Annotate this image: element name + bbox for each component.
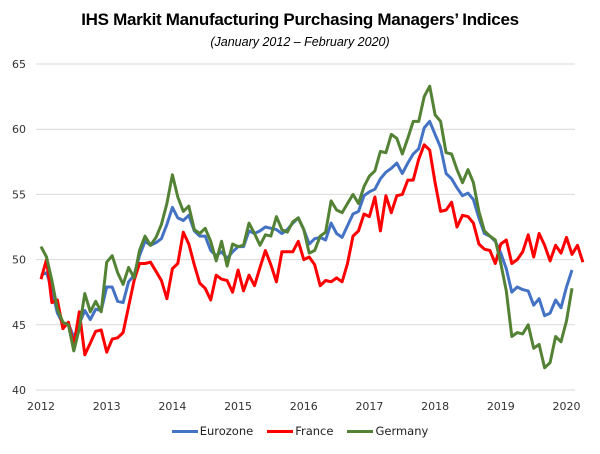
gridlines [36,63,575,391]
y-tick-label: 55 [12,188,26,201]
chart-title: IHS Markit Manufacturing Purchasing Mana… [81,10,519,29]
series-lines [39,84,585,370]
x-axis-ticks: 2012 2013 2014 2015 2016 2017 2018 2019 2020 [27,400,581,413]
legend-swatch-eurozone [171,429,198,433]
x-tick-label: 2015 [224,400,252,413]
legend-item-germany: Germany [347,424,428,438]
legend: Eurozone France Germany [0,424,600,438]
y-tick-label: 45 [12,319,26,332]
series-line-eurozone [40,119,574,340]
y-tick-label: 40 [12,384,26,397]
legend-swatch-france [267,429,294,433]
chart-subtitle: (January 2012 – February 2020) [210,35,390,49]
y-tick-label: 60 [12,123,26,136]
legend-label-france: France [295,424,334,438]
legend-label-germany: Germany [375,424,429,438]
x-tick-label: 2018 [421,400,449,413]
legend-item-france: France [267,424,333,438]
legend-label-eurozone: Eurozone [199,424,254,438]
x-tick-label: 2012 [27,400,55,413]
y-tick-label: 65 [12,58,26,71]
series-line-france [39,143,585,357]
legend-swatch-germany [347,429,374,433]
y-axis-ticks: 40 45 50 55 60 65 [12,58,26,397]
x-tick-label: 2016 [290,400,318,413]
x-tick-label: 2013 [93,400,121,413]
x-tick-label: 2014 [158,400,186,413]
series-line-germany [39,84,574,370]
x-tick-label: 2017 [355,400,383,413]
legend-item-eurozone: Eurozone [171,424,254,438]
y-tick-label: 50 [12,254,26,267]
x-tick-label: 2019 [487,400,515,413]
x-tick-label: 2020 [553,400,581,413]
